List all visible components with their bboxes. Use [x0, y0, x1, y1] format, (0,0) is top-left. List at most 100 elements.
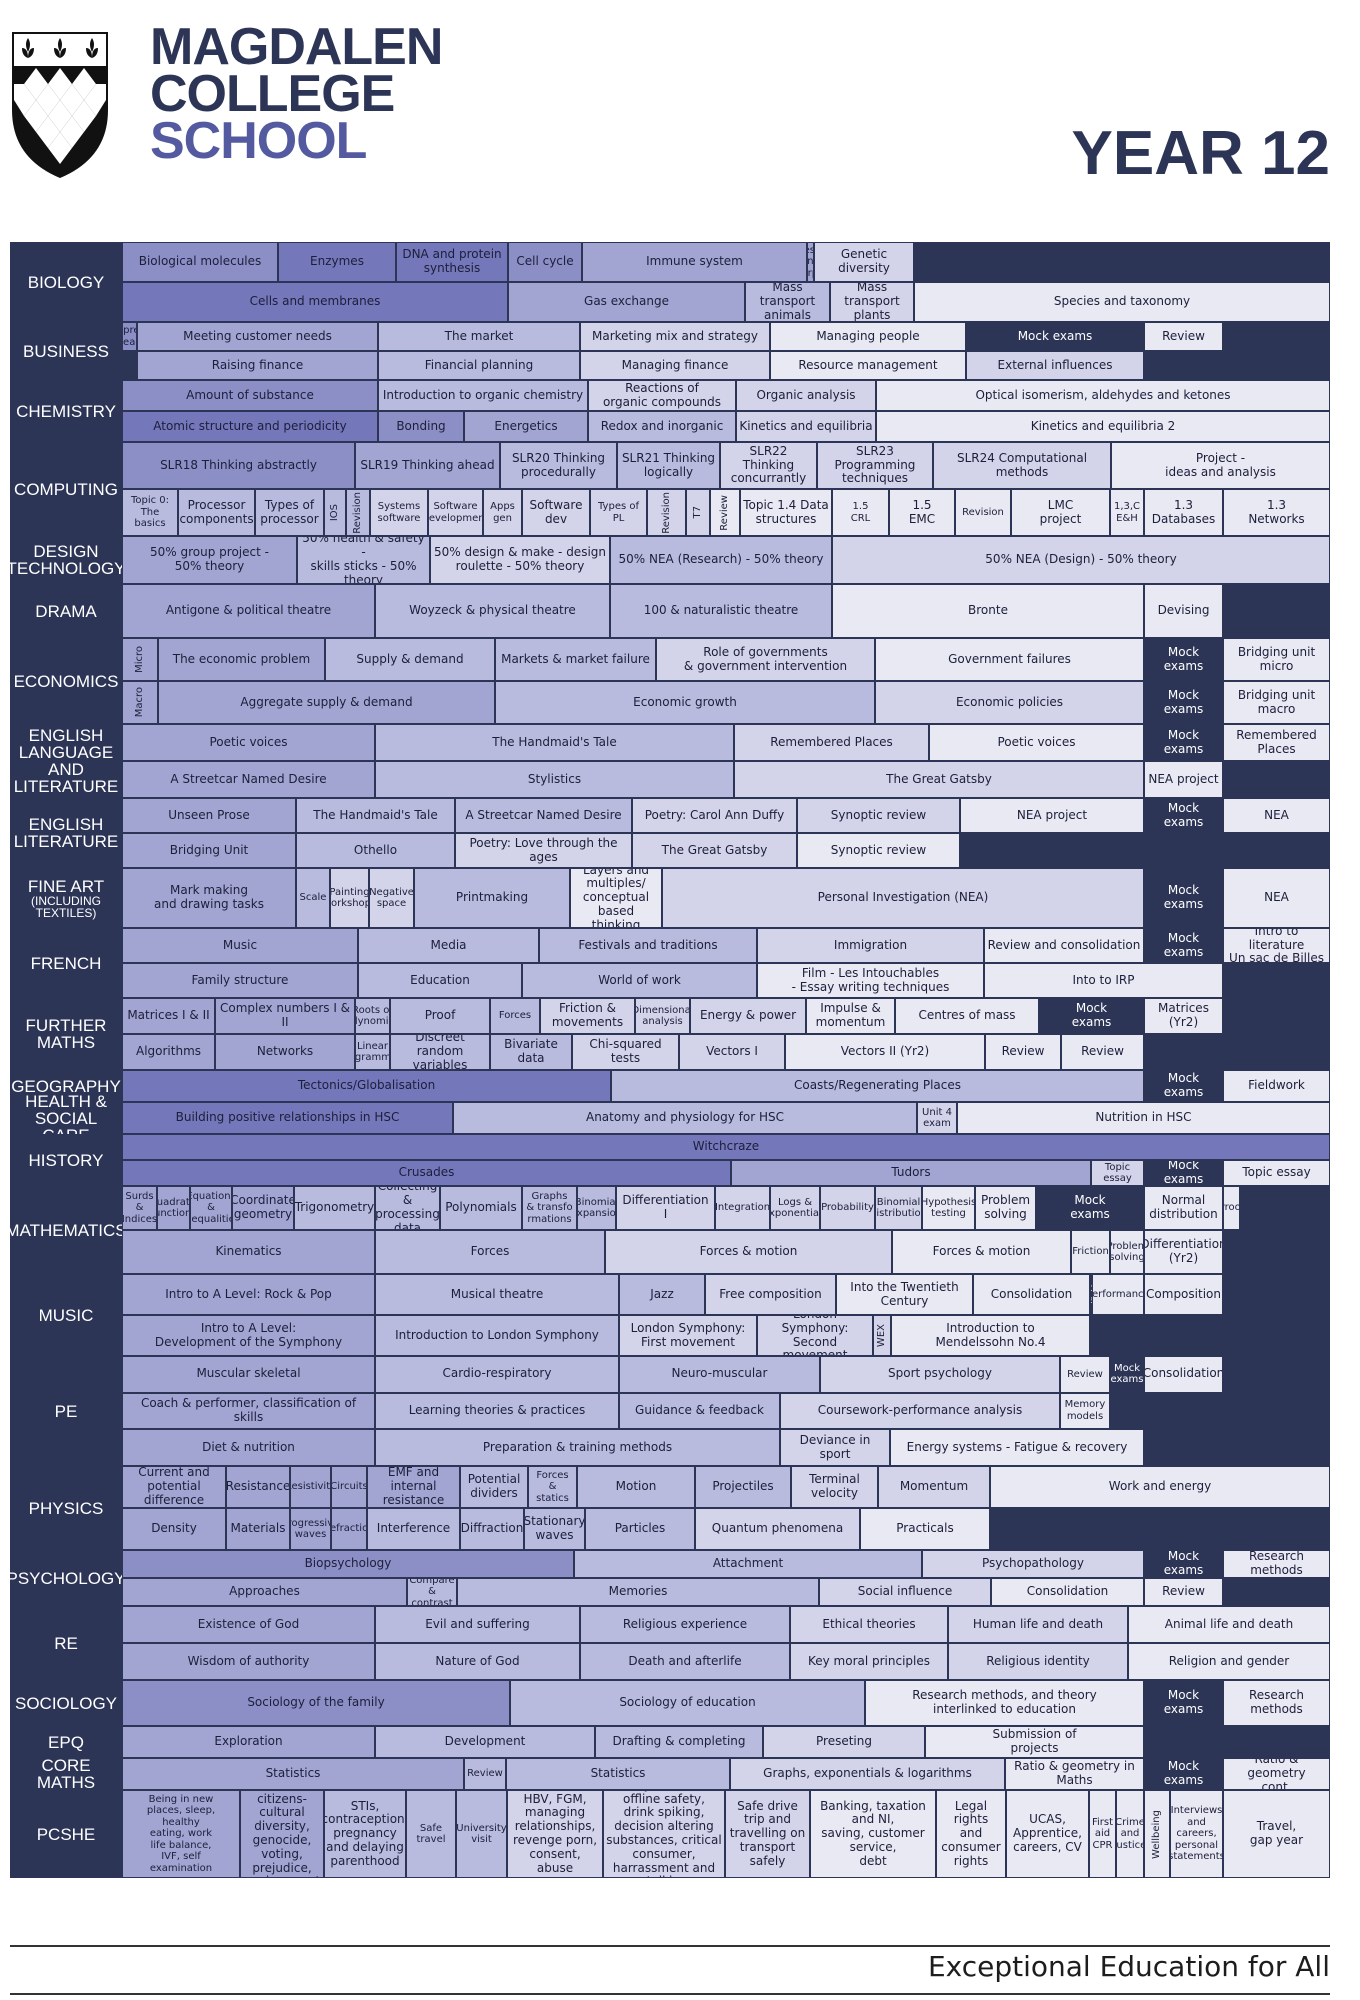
topic-cell: Bivariate data — [490, 1034, 572, 1070]
subject-subtitle: (INCLUDING TEXTILES) — [30, 893, 101, 920]
topic-cell: Types of PL — [590, 489, 647, 536]
topic-cell: Social influence — [819, 1578, 991, 1606]
topic-cell: T7 — [686, 489, 710, 536]
topic-cell: Preseting — [763, 1726, 925, 1758]
topic-cell: Preparation & training methods — [375, 1429, 780, 1466]
topic-cell: Economic growth — [495, 681, 875, 724]
subject-name: PSYCHOLOGY — [6, 1568, 126, 1588]
subject-label: MUSIC — [10, 1274, 122, 1356]
subject-label: FRENCH — [10, 928, 122, 998]
topic-cell: Remembered Places — [734, 724, 929, 761]
topic-cell: Musical theatre — [375, 1274, 619, 1315]
topic-cell: Entrepreneur to leader — [122, 322, 137, 351]
subject-label: SOCIOLOGY — [10, 1680, 122, 1726]
subject-name: GEOGRAPHY — [11, 1076, 121, 1096]
topic-cell: Impulse & momentum — [806, 998, 895, 1034]
topic-cell: Mock exams — [1144, 681, 1223, 724]
topic-cell: Research methods, and theory interlinked… — [865, 1680, 1144, 1726]
topic-cell: Interference — [367, 1508, 460, 1550]
topic-cell: Bonding — [378, 411, 464, 442]
topic-cell: UCAS, Apprentice, careers, CV — [1006, 1790, 1089, 1878]
subject-name: ENGLISH LANGUAGE AND LITERATURE — [13, 726, 119, 796]
topic-cell: Introduction to organic chemistry — [378, 380, 588, 411]
subject-name: ECONOMICS — [13, 671, 119, 691]
topic-cell: Micro — [122, 638, 158, 681]
topic-cell: Mock exams — [1144, 724, 1223, 761]
topic-cell: STIs, contraception, pregnancy and delay… — [324, 1790, 406, 1878]
topic-cell: Trigonometry — [294, 1186, 375, 1230]
topic-cell: Research methods — [1223, 1680, 1330, 1726]
topic-cell: Vectors II (Yr2) — [785, 1034, 985, 1070]
topic-cell: Existence of God — [122, 1606, 375, 1643]
topic-cell: Statistics — [506, 1758, 730, 1790]
topic-cell: Aggregate supply & demand — [158, 681, 495, 724]
topic-cell: Devising — [1144, 584, 1223, 638]
topic-cell: Biological molecules — [122, 242, 278, 282]
topic-cell: Binomial distribution — [875, 1186, 922, 1230]
topic-cell: Matrices (Yr2) — [1144, 998, 1223, 1034]
topic-cell: Integration — [715, 1186, 770, 1230]
topic-cell: Muscular skeletal — [122, 1356, 375, 1393]
topic-cell: Energy systems - Fatigue & recovery — [890, 1429, 1144, 1466]
topic-cell: Antigone & political theatre — [122, 584, 375, 638]
topic-cell: Remembered Places — [1223, 724, 1330, 761]
topic-cell: NEA project — [960, 798, 1144, 833]
topic-cell: Anatomy and physiology for HSC — [453, 1102, 917, 1134]
page-title: YEAR 12 — [1071, 119, 1330, 188]
subject-label: ECONOMICS — [10, 638, 122, 724]
topic-cell: Forces — [375, 1230, 605, 1274]
topic-cell: First aid CPR — [1089, 1790, 1116, 1878]
topic-cell: Review — [1144, 1578, 1223, 1606]
topic-cell: Circuits — [331, 1466, 367, 1508]
topic-cell: Economic policies — [875, 681, 1144, 724]
topic-cell: Ratio & geometry cont. — [1223, 1758, 1330, 1790]
topic-cell: Diet & nutrition — [122, 1429, 375, 1466]
topic-cell: Family structure — [122, 963, 358, 998]
topic-cell: WEX — [873, 1315, 891, 1356]
topic-cell: Religion and gender — [1128, 1643, 1330, 1680]
subject-label: DESIGN TECHNOLOGY — [6, 536, 126, 584]
subject-name: MUSIC — [38, 1305, 94, 1325]
topic-cell: Mass transport animals — [745, 282, 830, 322]
topic-cell: Topic 1.4 Data structures — [740, 489, 832, 536]
topic-cell: Digestion and absorption — [807, 242, 814, 282]
topic-cell: Macro — [122, 681, 158, 724]
topic-cell: 1.3 Databases — [1144, 489, 1223, 536]
footer-divider-top — [10, 1945, 1330, 1947]
topic-cell: Probability — [820, 1186, 875, 1230]
topic-cell: Role of governments & government interve… — [656, 638, 875, 681]
topic-cell: Cell cycle — [508, 242, 582, 282]
topic-cell: HBV, FGM, managing relationships, reveng… — [507, 1790, 603, 1878]
topic-cell: Quantum phenomena — [695, 1508, 860, 1550]
topic-cell: Supply & demand — [325, 638, 495, 681]
topic-cell: Composition — [1144, 1274, 1223, 1315]
topic-cell: The Great Gatsby — [734, 761, 1144, 798]
topic-cell: Synoptic review — [797, 798, 960, 833]
topic-cell: Consolidation — [991, 1578, 1144, 1606]
topic-cell: SLR22 Thinking concurrantly — [720, 442, 817, 489]
topic-cell: SLR24 Computational methods — [933, 442, 1111, 489]
topic-cell: Resistance — [226, 1466, 290, 1508]
footer-divider-bottom — [10, 1993, 1330, 1995]
topic-cell: 50% NEA (Design) - 50% theory — [832, 536, 1330, 584]
topic-cell: Work and energy — [990, 1466, 1330, 1508]
topic-cell: Vectors I — [679, 1034, 785, 1070]
topic-cell: Performance — [1092, 1274, 1144, 1315]
topic-cell: Coordinate geometry — [232, 1186, 294, 1230]
topic-cell: Travel, gap year — [1223, 1790, 1330, 1878]
topic-cell: 1.5 CRL — [832, 489, 889, 536]
topic-cell: Nature of God — [375, 1643, 580, 1680]
topic-cell: Music — [122, 928, 358, 963]
topic-cell: Into the Twentieth Century — [836, 1274, 973, 1315]
topic-cell: Coasts/Regenerating Places — [611, 1070, 1144, 1102]
topic-cell: Meeting customer needs — [137, 322, 378, 351]
topic-cell: Death and afterlife — [580, 1643, 790, 1680]
topic-cell: Forces & motion — [605, 1230, 892, 1274]
topic-cell: Current and potential difference — [122, 1466, 226, 1508]
topic-cell: Wisdom of authority — [122, 1643, 375, 1680]
topic-cell: Stationary waves — [524, 1508, 585, 1550]
subject-name: FRENCH — [30, 953, 102, 973]
topic-cell: Mock exams — [1144, 868, 1223, 928]
topic-cell: Energetics — [464, 411, 588, 442]
school-name: MAGDALEN COLLEGE SCHOOL — [150, 21, 443, 167]
